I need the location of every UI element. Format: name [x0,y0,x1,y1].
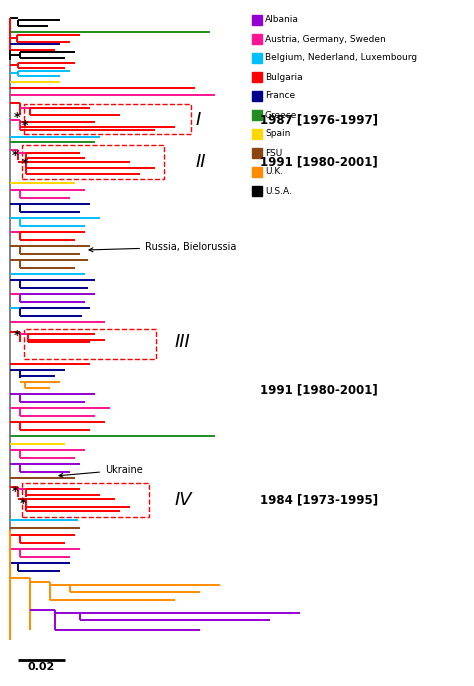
Bar [252,167,262,177]
Text: Ukraine: Ukraine [59,465,143,477]
Text: Bulgaria: Bulgaria [265,73,302,82]
Bar [252,91,262,101]
Bar [252,15,262,25]
Text: 1987 [1976-1997]: 1987 [1976-1997] [260,113,378,126]
Text: 1991 [1980-2001]: 1991 [1980-2001] [260,156,378,169]
Text: I: I [196,111,201,129]
Text: *: * [14,112,20,124]
Text: France: France [265,91,295,101]
Text: Russia, Bielorussia: Russia, Bielorussia [89,242,237,252]
Bar [252,129,262,139]
Text: III: III [175,333,191,351]
Text: FSU: FSU [265,148,282,158]
Text: *: * [12,486,18,499]
Text: *: * [22,119,28,132]
Text: 1991 [1980-2001]: 1991 [1980-2001] [260,383,378,397]
Bar [252,148,262,158]
Text: *: * [12,148,18,161]
Text: *: * [22,158,28,171]
Text: U.K.: U.K. [265,167,283,176]
Text: IV: IV [175,491,192,509]
Bar [252,72,262,82]
Text: U.S.A.: U.S.A. [265,187,292,196]
Text: 1984 [1973-1995]: 1984 [1973-1995] [260,493,378,506]
Text: 0.02: 0.02 [27,662,55,672]
Text: Belgium, Nederland, Luxembourg: Belgium, Nederland, Luxembourg [265,54,417,62]
Bar [252,110,262,120]
Bar [252,34,262,44]
Text: *: * [20,497,27,510]
Bar [252,186,262,196]
Text: *: * [14,329,20,342]
Text: Greece: Greece [265,110,297,119]
Bar [252,53,262,63]
Text: Spain: Spain [265,130,291,139]
Text: Albania: Albania [265,16,299,25]
Text: II: II [196,153,207,171]
Text: Austria, Germany, Sweden: Austria, Germany, Sweden [265,34,386,43]
